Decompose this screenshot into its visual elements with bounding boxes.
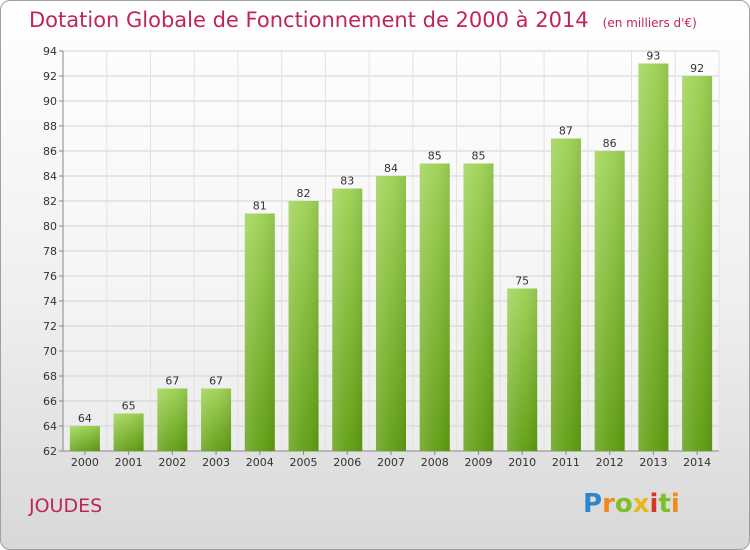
bar-shade-2006 xyxy=(332,188,363,451)
data-label-2000: 64 xyxy=(78,412,92,425)
proxiti-logo: Proxiti xyxy=(583,489,680,519)
bar-shade-2011 xyxy=(550,138,581,451)
data-label-2004: 81 xyxy=(253,200,267,213)
commune-name: JOUDES xyxy=(29,495,103,517)
x-tick-label-2001: 2001 xyxy=(115,456,143,469)
chart-title: Dotation Globale de Fonctionnement de 20… xyxy=(29,8,697,32)
y-tick-label: 70 xyxy=(43,345,57,358)
y-tick-label: 78 xyxy=(43,245,57,258)
bar-shade-2000 xyxy=(69,426,100,451)
x-tick-label-2009: 2009 xyxy=(464,456,492,469)
data-label-2008: 85 xyxy=(428,150,442,163)
unit-label: (en milliers d'€) xyxy=(602,16,697,30)
bar-shade-2013 xyxy=(638,63,669,451)
bar-shade-2005 xyxy=(288,201,319,451)
bar-shade-2004 xyxy=(244,213,275,451)
x-tick-label-2012: 2012 xyxy=(596,456,624,469)
data-label-2012: 86 xyxy=(603,137,617,150)
y-tick-label: 82 xyxy=(43,195,57,208)
x-tick-label-2006: 2006 xyxy=(333,456,361,469)
x-tick-label-2000: 2000 xyxy=(71,456,99,469)
y-tick-label: 86 xyxy=(43,145,57,158)
data-label-2006: 83 xyxy=(340,175,354,188)
x-tick-label-2010: 2010 xyxy=(508,456,536,469)
bar-shade-2003 xyxy=(201,388,232,451)
data-label-2003: 67 xyxy=(209,375,223,388)
bar-shade-2008 xyxy=(419,163,450,451)
y-tick-label: 72 xyxy=(43,320,57,333)
x-tick-label-2005: 2005 xyxy=(290,456,318,469)
data-label-2014: 92 xyxy=(690,62,704,75)
bar-shade-2002 xyxy=(157,388,188,451)
y-tick-label: 88 xyxy=(43,120,57,133)
y-tick-label: 90 xyxy=(43,95,57,108)
y-tick-label: 84 xyxy=(43,170,57,183)
data-labels: 64 65 67 67 81 82 83 84 85 85 75 87 86 93 92 xyxy=(78,50,704,426)
data-label-2011: 87 xyxy=(559,125,573,138)
data-label-2009: 85 xyxy=(471,150,485,163)
bar-shade-2012 xyxy=(594,151,625,451)
y-tick-label: 94 xyxy=(43,45,57,58)
x-tick-label-2007: 2007 xyxy=(377,456,405,469)
bar-shade-2001 xyxy=(113,413,144,451)
bar-shade-2010 xyxy=(507,288,538,451)
y-tick-label: 74 xyxy=(43,295,57,308)
x-tick-label-2002: 2002 xyxy=(158,456,186,469)
data-label-2007: 84 xyxy=(384,162,398,175)
y-tick-label: 62 xyxy=(43,445,57,458)
x-tick-label-2011: 2011 xyxy=(552,456,580,469)
bars xyxy=(69,63,713,451)
data-label-2010: 75 xyxy=(515,275,529,288)
x-tick-label-2013: 2013 xyxy=(639,456,667,469)
title-text: Dotation Globale de Fonctionnement de 20… xyxy=(29,8,589,32)
y-tick-label: 92 xyxy=(43,70,57,83)
x-tick-label-2004: 2004 xyxy=(246,456,274,469)
x-tick-label-2008: 2008 xyxy=(421,456,449,469)
y-tick-label: 76 xyxy=(43,270,57,283)
data-label-2005: 82 xyxy=(297,187,311,200)
bar-shade-2009 xyxy=(463,163,494,451)
y-tick-label: 68 xyxy=(43,370,57,383)
bar-shade-2014 xyxy=(682,76,713,451)
y-tick-label: 64 xyxy=(43,420,57,433)
x-tick-label-2003: 2003 xyxy=(202,456,230,469)
y-tick-label: 80 xyxy=(43,220,57,233)
data-label-2001: 65 xyxy=(122,400,136,413)
data-label-2013: 93 xyxy=(646,50,660,63)
x-tick-label-2014: 2014 xyxy=(683,456,711,469)
y-tick-label: 66 xyxy=(43,395,57,408)
bar-shade-2007 xyxy=(376,176,406,451)
data-label-2002: 67 xyxy=(165,375,179,388)
